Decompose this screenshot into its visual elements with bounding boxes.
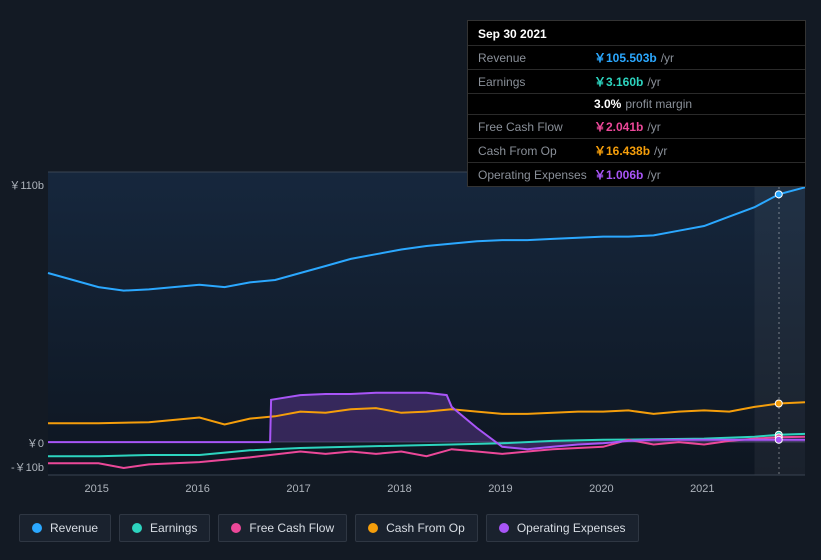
chart-legend: Revenue Earnings Free Cash Flow Cash From O… xyxy=(19,514,639,542)
tooltip-row-value: ￥2.041b/yr xyxy=(594,118,661,135)
tooltip-row-value: ￥16.438b/yr xyxy=(594,142,667,159)
chart-tooltip: Sep 30 2021 Revenue￥105.503b/yrEarnings￥… xyxy=(467,20,806,187)
legend-item-label: Operating Expenses xyxy=(517,521,626,535)
marker-cash_from_op xyxy=(775,400,782,407)
legend-item-label: Revenue xyxy=(50,521,98,535)
x-tick-label: 2017 xyxy=(286,483,310,495)
marker-revenue xyxy=(775,191,782,198)
tooltip-row-unit: profit margin xyxy=(625,97,692,111)
financial-history-chart: ￥110b ￥0 -￥10b 2015 2016 2017 2018 2019 2020 202… xyxy=(0,0,821,560)
x-tick-label: 2019 xyxy=(488,483,512,495)
tooltip-row-label: Free Cash Flow xyxy=(478,120,594,134)
legend-swatch-icon xyxy=(499,523,509,533)
tooltip-row-unit: /yr xyxy=(647,120,660,134)
legend-item-operating_expenses[interactable]: Operating Expenses xyxy=(486,514,639,542)
legend-item-cash_from_op[interactable]: Cash From Op xyxy=(355,514,478,542)
x-tick-label: 2020 xyxy=(589,483,613,495)
tooltip-row-label: Cash From Op xyxy=(478,144,594,158)
x-tick-label: 2016 xyxy=(185,483,209,495)
tooltip-row: Cash From Op￥16.438b/yr xyxy=(468,138,805,162)
y-tick-label: ￥110b xyxy=(9,177,44,193)
tooltip-row-value: ￥1.006b/yr xyxy=(594,166,661,183)
tooltip-row-label: Earnings xyxy=(478,75,594,89)
x-tick-label: 2021 xyxy=(690,483,714,495)
tooltip-row: Revenue￥105.503b/yr xyxy=(468,45,805,69)
x-tick-label: 2018 xyxy=(387,483,411,495)
x-tick-label: 2015 xyxy=(84,483,108,495)
legend-swatch-icon xyxy=(368,523,378,533)
legend-item-label: Free Cash Flow xyxy=(249,521,334,535)
tooltip-row: 3.0%profit margin xyxy=(468,93,805,114)
tooltip-date: Sep 30 2021 xyxy=(468,21,805,45)
tooltip-row-value: 3.0%profit margin xyxy=(594,97,692,111)
legend-item-revenue[interactable]: Revenue xyxy=(19,514,111,542)
tooltip-row-value: ￥3.160b/yr xyxy=(594,73,661,90)
legend-item-free_cash_flow[interactable]: Free Cash Flow xyxy=(218,514,347,542)
marker-operating_expenses xyxy=(775,436,782,443)
y-tick-label: -￥10b xyxy=(11,459,44,475)
tooltip-row-unit: /yr xyxy=(654,144,667,158)
tooltip-row-label: Operating Expenses xyxy=(478,168,594,182)
tooltip-row: Free Cash Flow￥2.041b/yr xyxy=(468,114,805,138)
tooltip-row-label: Revenue xyxy=(478,51,594,65)
legend-swatch-icon xyxy=(132,523,142,533)
legend-swatch-icon xyxy=(32,523,42,533)
tooltip-row-unit: /yr xyxy=(661,51,674,65)
legend-swatch-icon xyxy=(231,523,241,533)
legend-item-label: Earnings xyxy=(150,521,197,535)
tooltip-row: Earnings￥3.160b/yr xyxy=(468,69,805,93)
tooltip-row-unit: /yr xyxy=(647,168,660,182)
legend-item-label: Cash From Op xyxy=(386,521,465,535)
tooltip-row: Operating Expenses￥1.006b/yr xyxy=(468,162,805,186)
y-tick-label: ￥0 xyxy=(27,435,44,451)
tooltip-row-value: ￥105.503b/yr xyxy=(594,49,674,66)
legend-item-earnings[interactable]: Earnings xyxy=(119,514,210,542)
tooltip-row-unit: /yr xyxy=(647,75,660,89)
